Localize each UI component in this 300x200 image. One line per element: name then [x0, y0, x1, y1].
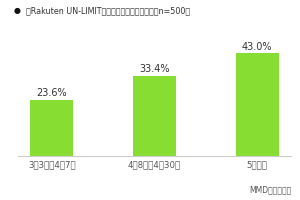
Bar: [133, 76, 176, 156]
Text: 「Rakuten UN-LIMIT」の申し込みをした時期（n=500）: 「Rakuten UN-LIMIT」の申し込みをした時期（n=500）: [26, 6, 190, 15]
Text: ●: ●: [14, 6, 20, 15]
Bar: [236, 53, 279, 156]
Text: 43.0%: 43.0%: [242, 42, 272, 52]
Text: MMD研究所調べ: MMD研究所調べ: [249, 185, 291, 194]
Text: 33.4%: 33.4%: [139, 64, 170, 74]
Text: 23.6%: 23.6%: [37, 88, 67, 98]
Bar: [30, 100, 74, 156]
